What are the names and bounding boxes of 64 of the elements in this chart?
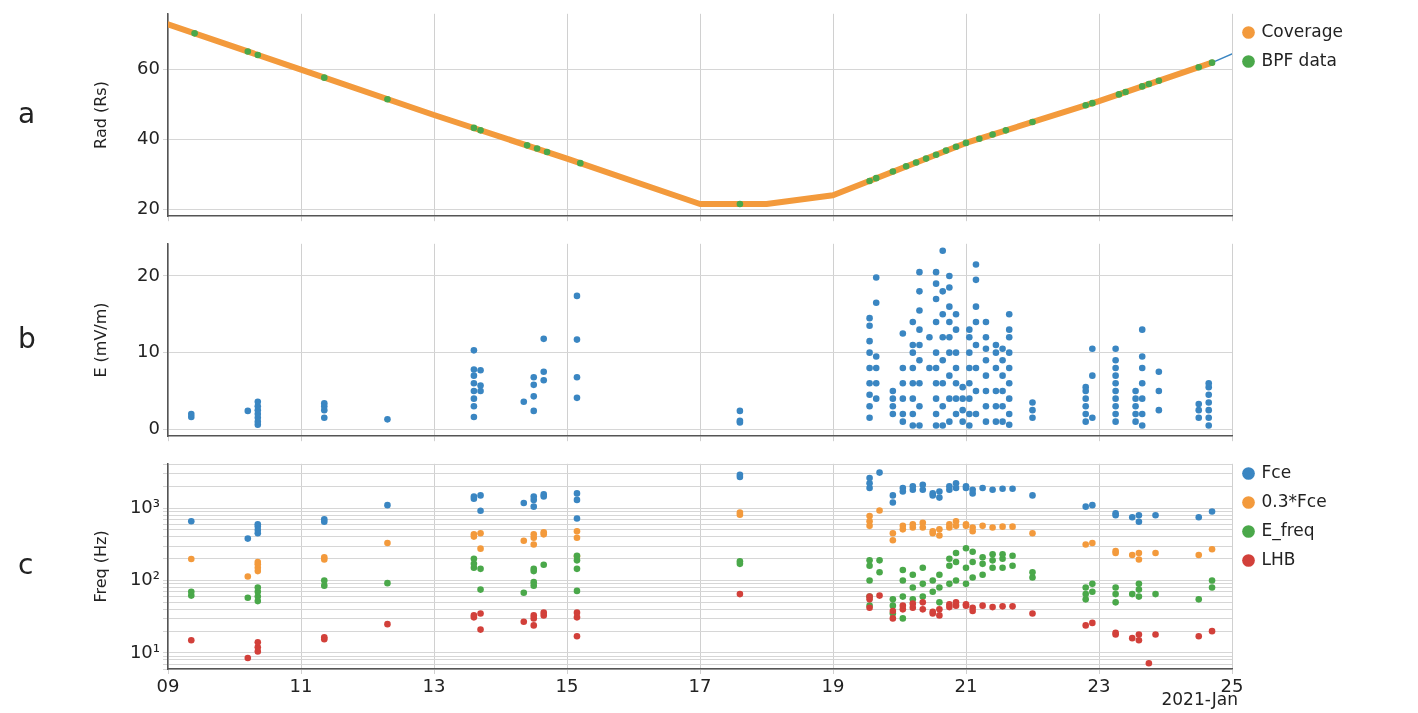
legend-label: Coverage bbox=[1261, 20, 1343, 41]
x-tick-label: 19 bbox=[821, 675, 845, 697]
point bbox=[952, 143, 960, 151]
point bbox=[942, 147, 950, 154]
point bbox=[932, 151, 940, 159]
point bbox=[902, 163, 910, 170]
text: c bbox=[18, 548, 34, 582]
x-tick-label: 11 bbox=[289, 675, 313, 697]
point bbox=[872, 174, 880, 182]
text: b bbox=[18, 322, 36, 355]
point bbox=[1138, 83, 1146, 90]
point bbox=[989, 131, 996, 138]
point bbox=[922, 155, 930, 162]
legend-label: Fce bbox=[1261, 461, 1292, 482]
point bbox=[533, 145, 541, 152]
point bbox=[912, 159, 920, 166]
text: a bbox=[18, 97, 36, 130]
x-tick-label: 13 bbox=[422, 675, 446, 697]
x-tick-label: 09 bbox=[156, 675, 180, 697]
point bbox=[523, 142, 531, 149]
point bbox=[254, 51, 262, 59]
x-tick-label: 23 bbox=[1087, 675, 1111, 697]
legend-label: 0.3*Fce bbox=[1261, 490, 1327, 511]
point bbox=[1122, 88, 1129, 96]
point bbox=[384, 96, 391, 103]
point bbox=[1208, 59, 1216, 66]
y-tick-label: 20 bbox=[137, 196, 160, 218]
point bbox=[1089, 99, 1096, 107]
y-tick-label: 10 bbox=[137, 340, 160, 362]
point bbox=[976, 135, 983, 143]
y-axis-title: Rad (Rs) bbox=[90, 81, 110, 149]
point bbox=[1145, 80, 1153, 88]
point bbox=[577, 159, 584, 167]
x-tick-label: 17 bbox=[688, 675, 712, 697]
point bbox=[477, 127, 484, 134]
y-tick-label: 20 bbox=[137, 263, 160, 285]
legend-label: E_freq bbox=[1261, 519, 1315, 541]
point bbox=[320, 74, 328, 81]
point bbox=[1082, 101, 1089, 109]
point bbox=[889, 168, 897, 175]
point bbox=[244, 48, 252, 55]
point bbox=[1029, 118, 1036, 126]
point bbox=[470, 124, 478, 132]
point bbox=[866, 177, 873, 185]
legend-label: LHB bbox=[1261, 548, 1296, 569]
y-tick-label: 60 bbox=[137, 57, 160, 79]
y-tick-label: 10² bbox=[129, 568, 160, 590]
point bbox=[962, 139, 970, 147]
point bbox=[543, 148, 551, 156]
x-tick-label: 21 bbox=[954, 675, 978, 697]
point bbox=[1155, 77, 1163, 85]
point bbox=[1195, 63, 1203, 71]
y-tick-label: 10¹ bbox=[129, 640, 160, 662]
point bbox=[1115, 91, 1123, 98]
point bbox=[736, 200, 744, 208]
y-axis-title: Freq (Hz) bbox=[90, 530, 110, 603]
legend-label: BPF data bbox=[1261, 49, 1337, 70]
y-tick-label: 0 bbox=[148, 416, 160, 438]
point bbox=[191, 30, 198, 37]
y-tick-label: 10³ bbox=[129, 495, 160, 517]
x-tick-label: 15 bbox=[555, 675, 579, 697]
y-axis-title: E (mV/m) bbox=[90, 302, 110, 378]
point bbox=[1002, 127, 1010, 134]
y-tick-label: 40 bbox=[137, 127, 160, 149]
